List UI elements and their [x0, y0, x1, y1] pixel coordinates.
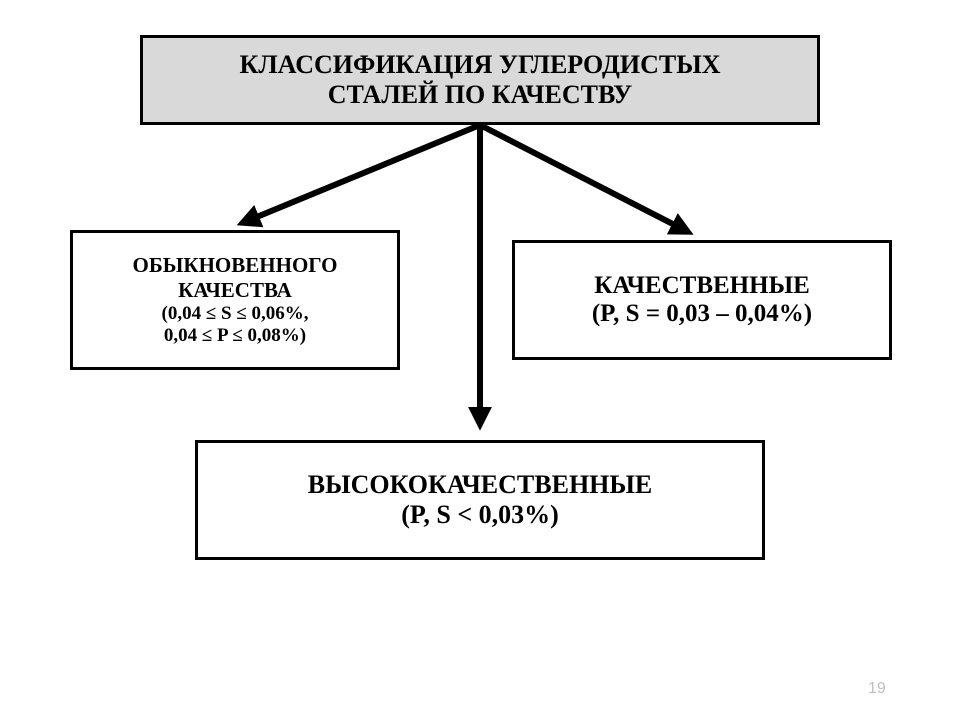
title-box: КЛАССИФИКАЦИЯ УГЛЕРОДИСТЫХ СТАЛЕЙ ПО КАЧ… [140, 35, 820, 125]
page-number: 19 [868, 680, 886, 698]
bottom-line-1: ВЫСОКОКАЧЕСТВЕННЫЕ [308, 470, 653, 500]
title-line-2: СТАЛЕЙ ПО КАЧЕСТВУ [328, 80, 633, 110]
left-line-1: ОБЫКНОВЕННОГО [133, 253, 338, 278]
left-line-2: КАЧЕСТВА [178, 278, 292, 303]
bottom-line-2: (P, S < 0,03%) [401, 500, 559, 530]
title-line-1: КЛАССИФИКАЦИЯ УГЛЕРОДИСТЫХ [240, 50, 721, 80]
left-box: ОБЫКНОВЕННОГО КАЧЕСТВА (0,04 ≤ S ≤ 0,06%… [70, 230, 400, 370]
right-line-1: КАЧЕСТВЕННЫЕ [594, 272, 810, 300]
right-line-2: (P, S = 0,03 – 0,04%) [592, 300, 812, 328]
left-line-4: 0,04 ≤ P ≤ 0,08%) [164, 325, 306, 347]
right-box: КАЧЕСТВЕННЫЕ (P, S = 0,03 – 0,04%) [512, 240, 892, 360]
left-line-3: (0,04 ≤ S ≤ 0,06%, [162, 303, 309, 325]
bottom-box: ВЫСОКОКАЧЕСТВЕННЫЕ (P, S < 0,03%) [195, 440, 765, 560]
